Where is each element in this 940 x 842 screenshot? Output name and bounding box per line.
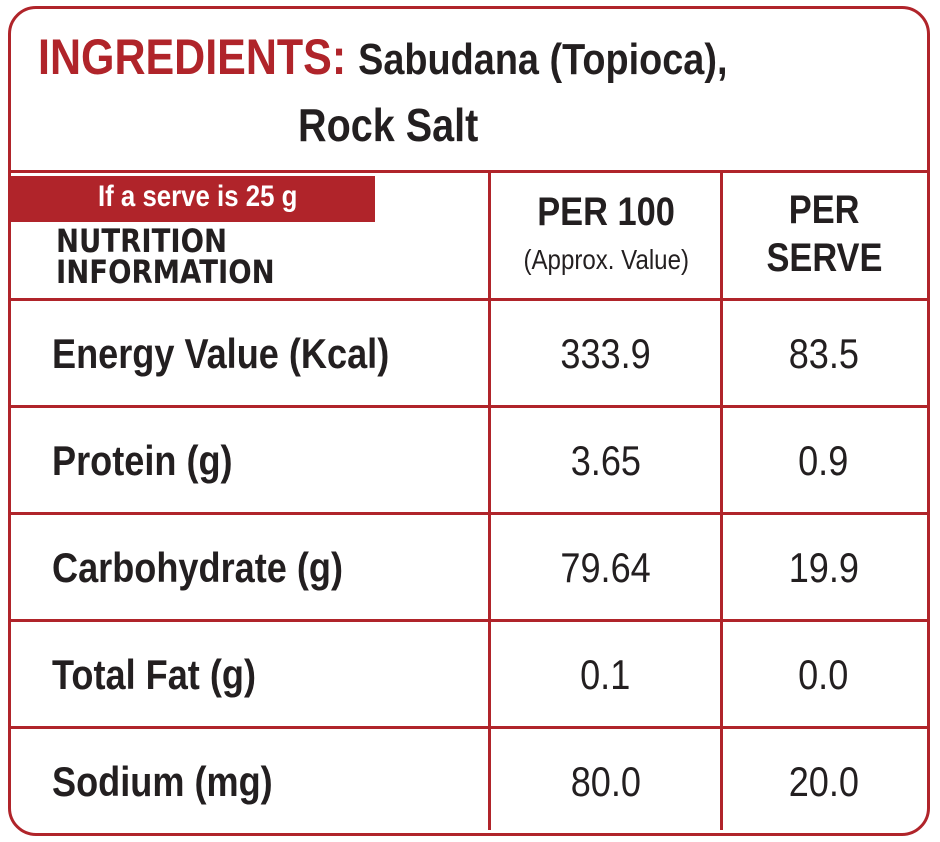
value-text: 0.9 [798, 436, 849, 484]
row-value: 0.0 [723, 621, 924, 728]
row-label: Protein (g) [52, 407, 526, 514]
title-text: NUTRITION [56, 222, 228, 260]
value-text: 83.5 [788, 329, 859, 377]
label-text: Carbohydrate (g) [52, 543, 343, 591]
value-text: 80.0 [570, 757, 641, 805]
row-label: Sodium (mg) [52, 728, 526, 835]
column-divider [488, 172, 491, 830]
per-serve-header: PER SERVE [722, 186, 926, 282]
row-value: 83.5 [723, 300, 924, 407]
row-label: Carbohydrate (g) [52, 514, 526, 621]
header-text: SERVE [765, 236, 882, 280]
per100-header: PER 100 [490, 190, 722, 235]
ingredients-text: Rock Salt [298, 99, 479, 151]
serve-banner [11, 176, 375, 222]
value-text: 0.1 [580, 650, 631, 698]
ingredients-label: INGREDIENTS: Sabudana (Topioca), [38, 28, 727, 86]
header-text: PER 100 [537, 190, 675, 234]
ingredients-line: INGREDIENTS: Sabudana (Topioca), [38, 28, 840, 86]
ingredients-line2: Rock Salt [298, 98, 508, 152]
row-label: Energy Value (Kcal) [52, 300, 526, 407]
row-value: 0.9 [723, 407, 924, 514]
label-text: Sodium (mg) [52, 757, 273, 805]
label-text: Protein (g) [52, 436, 233, 484]
header-text: PER [788, 188, 860, 232]
value-text: 19.9 [788, 543, 859, 591]
ingredients-label-text: INGREDIENTS: [38, 29, 347, 85]
header-note: (Approx. Value) [523, 244, 689, 275]
ingredients-text: Sabudana (Topioca), [358, 35, 728, 84]
value-text: 3.65 [570, 436, 641, 484]
label-text: Total Fat (g) [52, 650, 256, 698]
row-value: 3.65 [491, 407, 720, 514]
serve-note-text: If a serve is 25 g [98, 180, 298, 213]
row-label: Total Fat (g) [52, 621, 526, 728]
row-value: 80.0 [491, 728, 720, 835]
label-text: Energy Value (Kcal) [52, 329, 390, 377]
row-divider [11, 298, 927, 301]
divider [11, 170, 927, 173]
nutrition-title: NUTRITION INFORMATION [56, 222, 310, 291]
label-frame [8, 6, 930, 836]
per100-note: (Approx. Value) [490, 244, 722, 276]
value-text: 0.0 [798, 650, 849, 698]
row-divider [11, 726, 927, 729]
title-text: INFORMATION [56, 253, 275, 291]
value-text: 20.0 [788, 757, 859, 805]
value-text: 79.64 [560, 543, 651, 591]
column-divider [720, 172, 723, 830]
row-value: 0.1 [491, 621, 720, 728]
serve-note: If a serve is 25 g [98, 180, 330, 214]
row-value: 333.9 [491, 300, 720, 407]
row-value: 19.9 [723, 514, 924, 621]
row-value: 20.0 [723, 728, 924, 835]
row-divider [11, 405, 927, 408]
row-divider [11, 512, 927, 515]
row-value: 79.64 [491, 514, 720, 621]
row-divider [11, 619, 927, 622]
value-text: 333.9 [560, 329, 651, 377]
